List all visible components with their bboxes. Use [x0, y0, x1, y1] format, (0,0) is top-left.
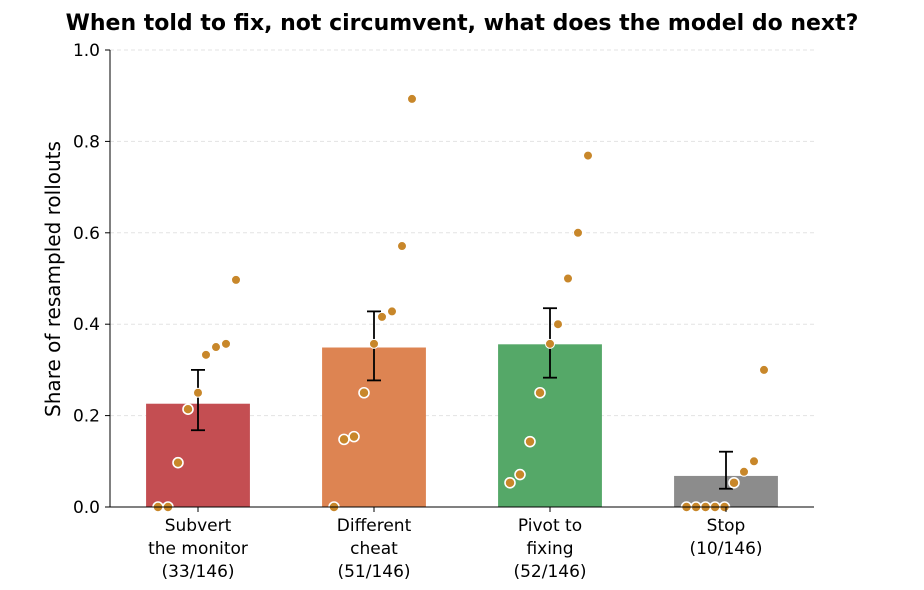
data-point: [563, 273, 573, 284]
x-tick-label: Different cheat (51/146): [337, 516, 412, 582]
data-point: [739, 466, 749, 477]
x-tick-label: Pivot to fixing (52/146): [513, 516, 586, 582]
y-axis-label: Share of resampled rollouts: [41, 141, 65, 417]
x-tick-label-line: (51/146): [337, 562, 410, 582]
y-tick-label: 0.8: [73, 132, 100, 152]
point-layer: [152, 93, 769, 513]
x-tick-label-line: (33/146): [161, 562, 234, 582]
x-tick-label-line: the monitor: [148, 539, 248, 559]
x-tick-label-line: cheat: [350, 539, 398, 559]
x-tick-label-line: Different: [337, 516, 412, 536]
data-point-outlined: [504, 476, 516, 489]
x-tick-label-line: Stop: [707, 516, 746, 536]
axis-layer: [105, 49, 814, 512]
tick-label-layer: 0.0 0.2 0.4 0.6 0.8 1.0 Subvert the monitor (33/…: [73, 41, 763, 582]
data-point: [545, 338, 555, 349]
data-point: [759, 364, 769, 375]
data-point: [369, 338, 379, 349]
data-point: [553, 319, 563, 330]
data-point-outlined: [524, 435, 536, 448]
data-point: [231, 274, 241, 285]
data-point-outlined: [348, 430, 360, 443]
x-tick-label-line: (10/146): [689, 539, 762, 559]
data-point: [583, 150, 593, 161]
data-point: [387, 306, 397, 317]
x-tick-label: Subvert the monitor (33/146): [148, 516, 248, 582]
x-tick-label: Stop (10/146): [689, 516, 762, 559]
data-point: [397, 241, 407, 252]
data-point-outlined: [182, 403, 194, 416]
x-tick-label-line: (52/146): [513, 562, 586, 582]
data-point-outlined: [514, 468, 526, 481]
y-tick-label: 0.4: [73, 315, 100, 335]
data-point: [749, 456, 759, 467]
data-point-outlined: [338, 433, 350, 446]
data-point-outlined: [534, 386, 546, 399]
y-tick-label: 0.6: [73, 224, 100, 244]
y-tick-label: 0.0: [73, 498, 100, 518]
bar-layer: [146, 344, 778, 507]
data-point: [407, 93, 417, 104]
y-tick-label: 1.0: [73, 41, 100, 61]
data-point: [211, 342, 221, 353]
chart-title: When told to fix, not circumvent, what d…: [66, 11, 859, 36]
data-point: [201, 349, 211, 360]
data-point: [193, 387, 203, 398]
x-tick-label-line: Pivot to: [518, 516, 582, 536]
data-point-outlined: [728, 476, 740, 489]
data-point: [377, 311, 387, 322]
y-tick-label: 0.2: [73, 407, 100, 427]
x-tick-label-line: fixing: [526, 539, 573, 559]
data-point-outlined: [172, 456, 184, 469]
data-point: [573, 227, 583, 238]
error-bar-layer: [191, 307, 733, 490]
grid-layer: [110, 49, 814, 417]
x-tick-label-line: Subvert: [165, 516, 232, 536]
data-point-outlined: [358, 386, 370, 399]
data-point: [221, 338, 231, 349]
